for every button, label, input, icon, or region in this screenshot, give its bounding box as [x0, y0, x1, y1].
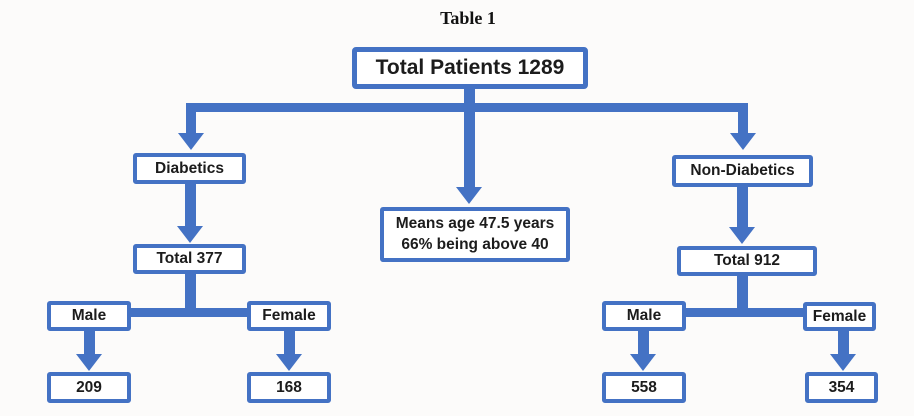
page-title: Table 1	[440, 8, 496, 28]
connector-male-right	[638, 331, 649, 355]
connector-total912-stem	[737, 276, 748, 317]
node-non-diabetics-male: Male	[602, 301, 686, 331]
connector-diabetics-to-total	[185, 184, 196, 227]
node-mean-age-note: Means age 47.5 years 66% being above 40	[380, 207, 570, 262]
connector-right-gender-bar	[686, 308, 803, 317]
connector-male-left	[84, 331, 95, 355]
down-arrowhead-icon	[456, 187, 482, 204]
connector-total377-stem	[185, 274, 196, 317]
node-non-diabetics-male-count: 558	[602, 372, 686, 403]
down-arrowhead-icon	[729, 227, 755, 244]
node-diabetics-male-count: 209	[47, 372, 131, 403]
node-non-diabetics-total: Total 912	[677, 246, 817, 276]
node-diabetics-male: Male	[47, 301, 131, 331]
node-diabetics-female-count: 168	[247, 372, 331, 403]
down-arrowhead-icon	[178, 133, 204, 150]
connector-left-gender-bar	[131, 308, 247, 317]
connector-female-right	[838, 331, 849, 355]
down-arrowhead-icon	[276, 354, 302, 371]
node-diabetics: Diabetics	[133, 153, 246, 184]
down-arrowhead-icon	[830, 354, 856, 371]
down-arrowhead-icon	[177, 226, 203, 243]
connector-root-horizontal-bar	[187, 103, 747, 112]
connector-branch-left	[186, 103, 196, 134]
down-arrowhead-icon	[76, 354, 102, 371]
connector-root-vertical	[464, 89, 475, 188]
connector-female-left	[284, 331, 295, 355]
node-non-diabetics-female: Female	[803, 302, 876, 331]
down-arrowhead-icon	[630, 354, 656, 371]
down-arrowhead-icon	[730, 133, 756, 150]
mean-age-line2: 66% being above 40	[401, 235, 549, 253]
connector-branch-right	[738, 103, 748, 134]
node-total-patients: Total Patients 1289	[352, 47, 588, 89]
node-diabetics-female: Female	[247, 301, 331, 331]
node-diabetics-total: Total 377	[133, 244, 246, 274]
mean-age-line1: Means age 47.5 years	[395, 215, 555, 233]
node-non-diabetics: Non-Diabetics	[672, 155, 813, 187]
connector-nondiabetics-to-total	[737, 187, 748, 228]
node-non-diabetics-female-count: 354	[805, 372, 878, 403]
